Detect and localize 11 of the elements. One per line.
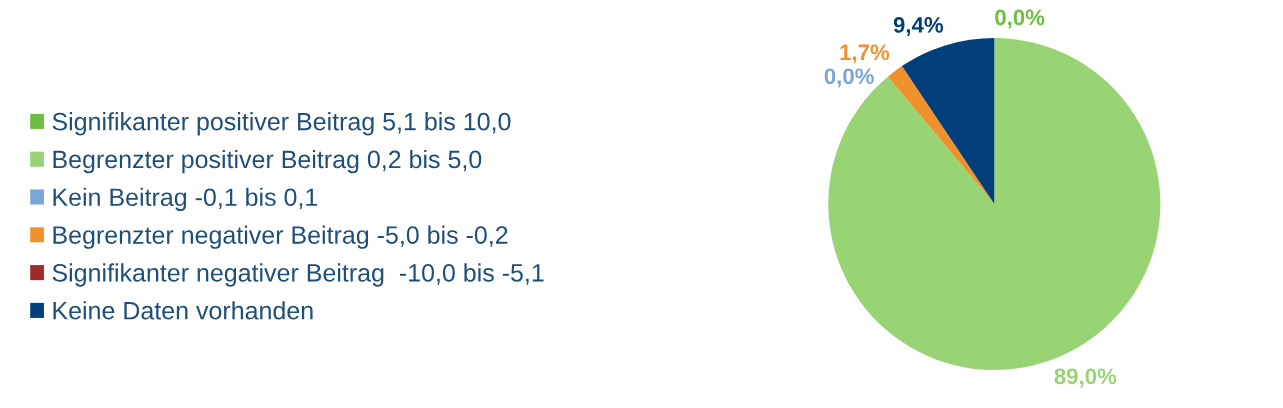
data-label: 89,0% [1054, 368, 1117, 388]
data-label: 9,4% [893, 17, 944, 37]
legend-label: Signifikanter positiver Beitrag 5,1 bis 10,0 [52, 112, 511, 136]
legend-label: Signifikanter negativer Beitrag -10,0 bis -5,1 [52, 263, 544, 287]
legend-label: Begrenzter negativer Beitrag -5,0 bis -0,2 [53, 225, 508, 249]
legend-label: Keine Daten vorhanden [53, 301, 313, 320]
legend-label: Kein Beitrag -0,1 bis 0,1 [53, 187, 318, 212]
legend-label: Begrenzter positiver Beitrag 0,2 bis 5,0 [53, 149, 482, 174]
text: 0,0% [995, 9, 1045, 29]
text: 0,0% [824, 68, 874, 88]
data-label: 1,7% [840, 44, 890, 64]
